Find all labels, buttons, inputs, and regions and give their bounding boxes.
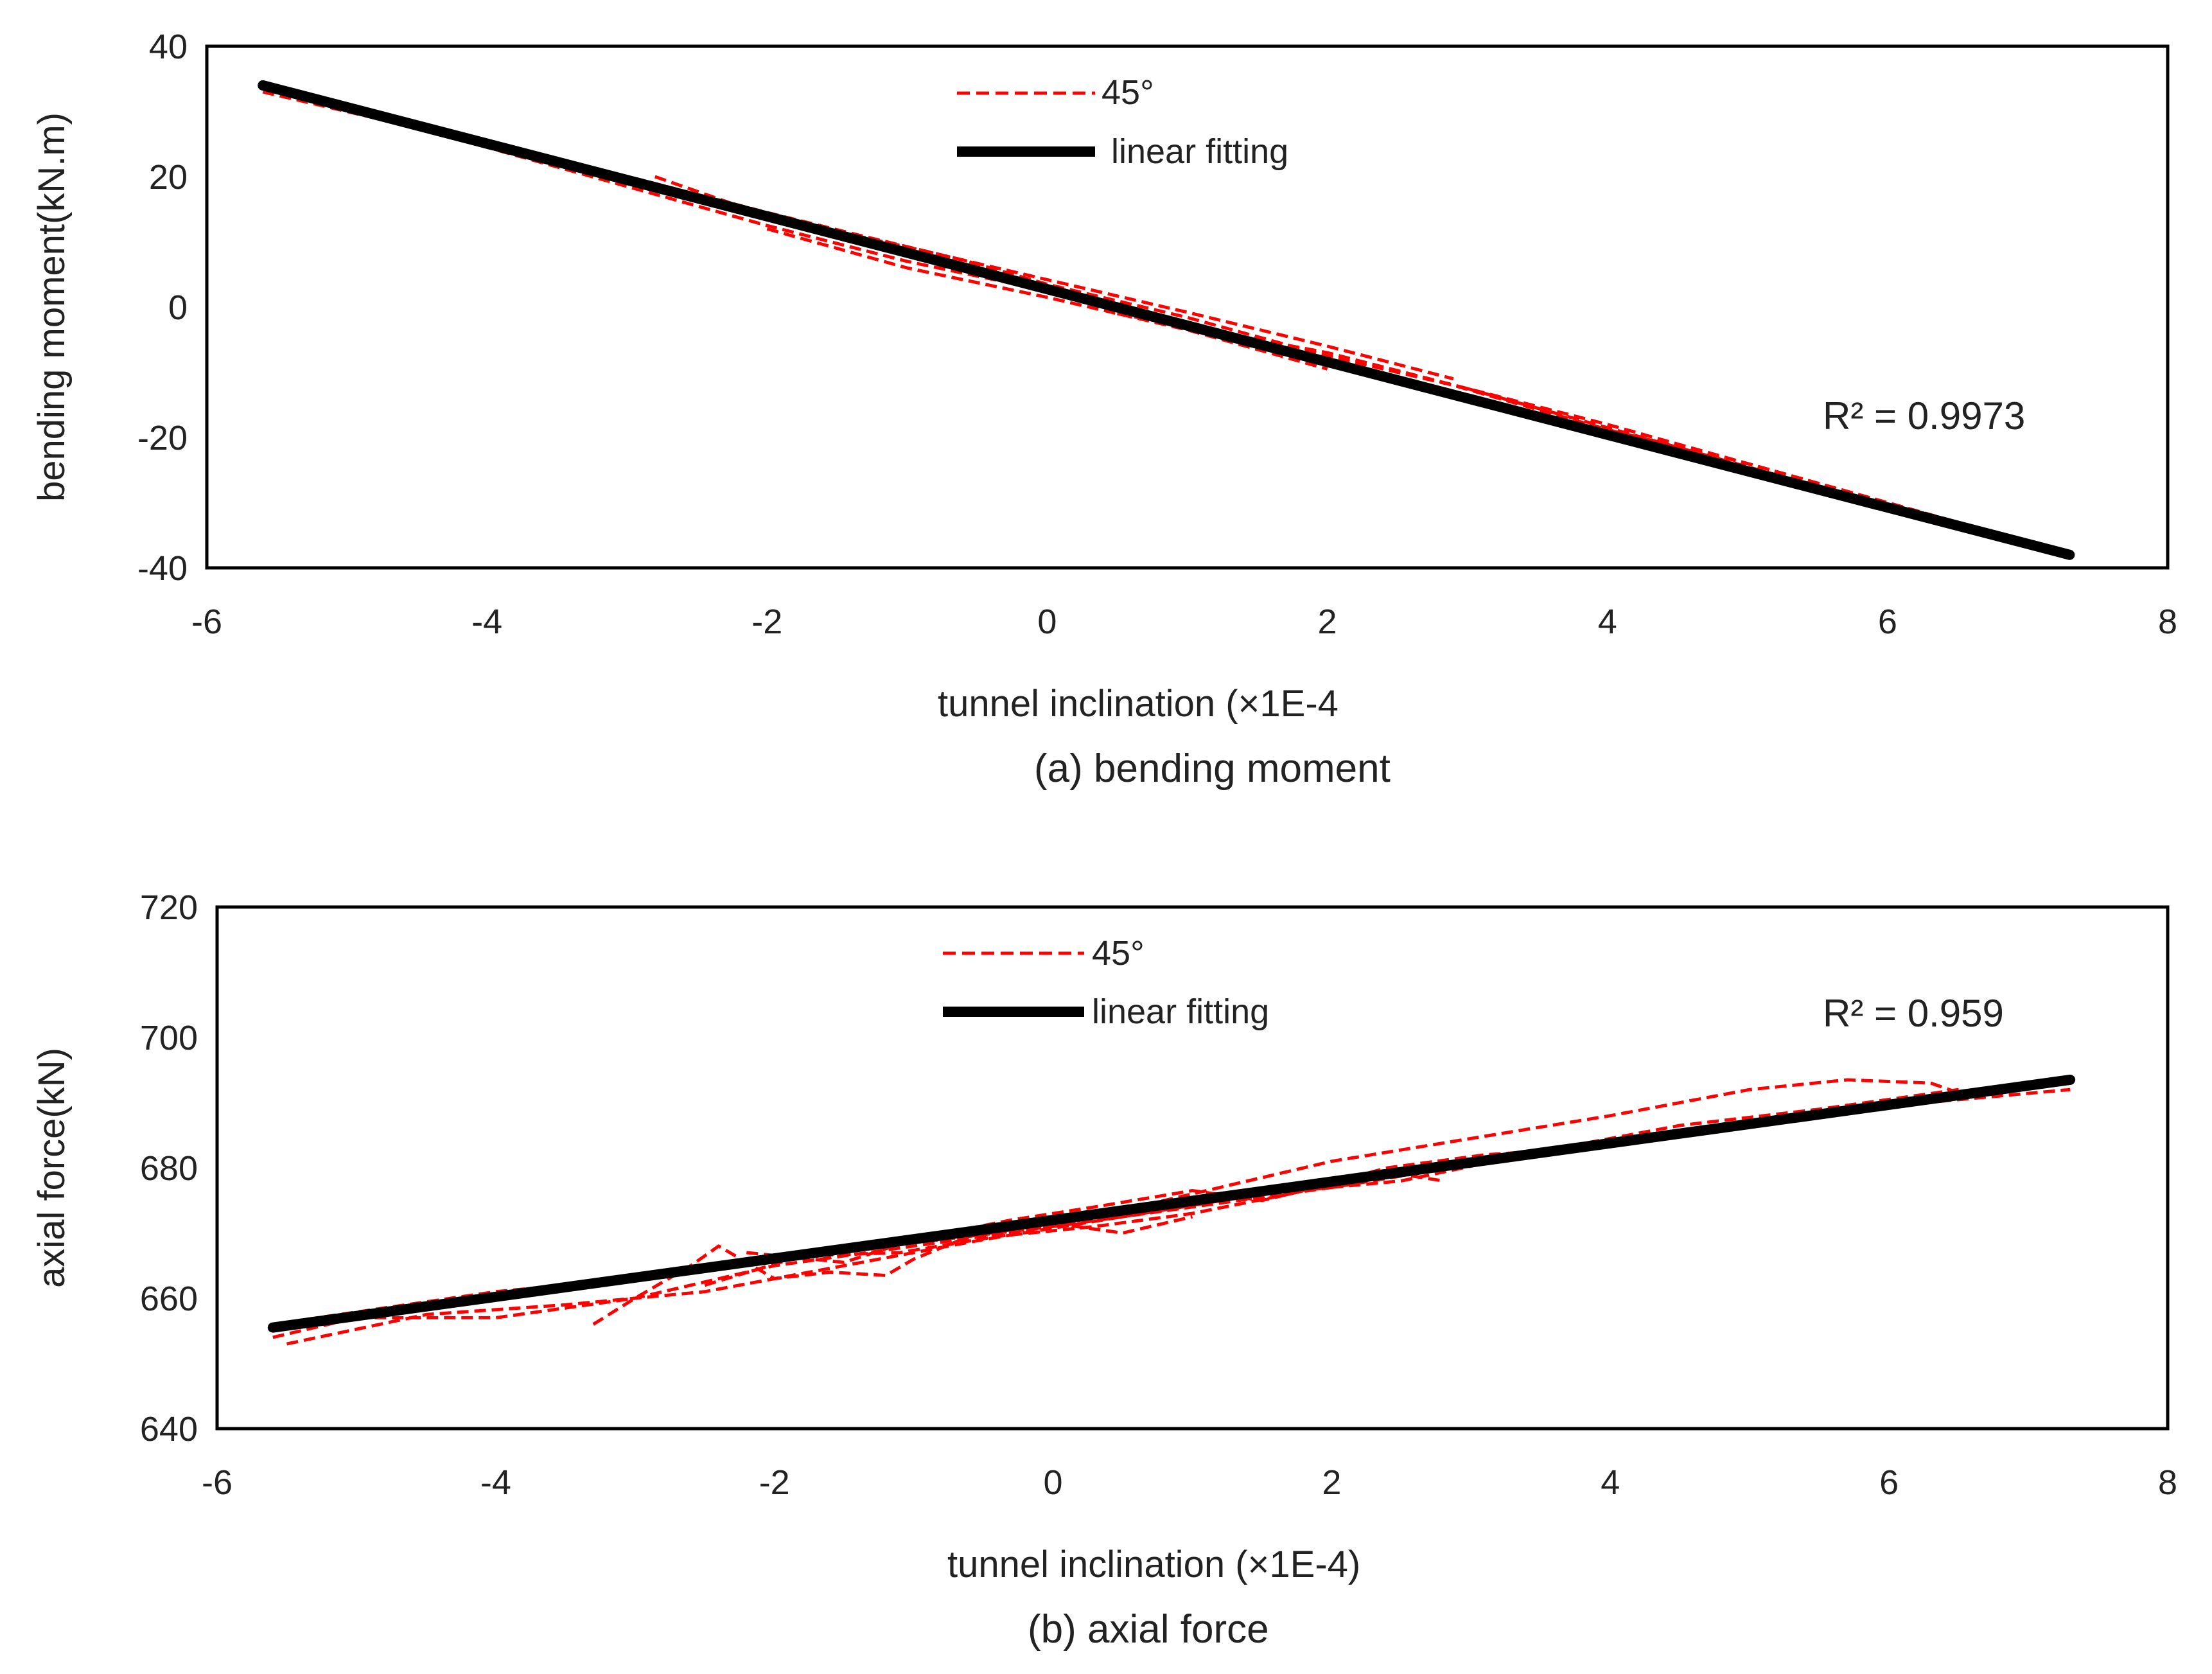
panel-b-axial-force: -6 -4 -2 0 2 4 6 8 640 660 680 700 720 45° linear fi… <box>31 888 2177 1652</box>
x-tick-label-b-7: 8 <box>2158 1463 2177 1502</box>
y-tick-label-a-3: 20 <box>149 158 188 197</box>
x-axis-title-a: tunnel inclination (×1E-4 <box>938 683 1339 725</box>
legend-b-fit-label: linear fitting <box>1092 992 1269 1031</box>
y-tick-label-a-4: 40 <box>149 28 188 66</box>
measured-curve-b-0 <box>272 1078 1960 1339</box>
x-tick-label-a-7: 8 <box>2158 603 2177 641</box>
x-tick-label-b-3: 0 <box>1044 1463 1063 1502</box>
x-tick-label-a-2: -2 <box>751 603 782 641</box>
measured-curve-b-3 <box>592 1215 1193 1326</box>
x-tick-label-a-3: 0 <box>1037 603 1057 641</box>
x-tick-label-a-4: 2 <box>1318 603 1337 641</box>
x-tick-label-a-5: 4 <box>1598 603 1617 641</box>
r-squared-b: R² = 0.959 <box>1823 992 2004 1035</box>
linear-fit-line-b <box>267 1074 2076 1333</box>
linear-fit-line-a <box>258 80 2075 560</box>
caption-a: (a) bending moment <box>1034 746 1391 791</box>
x-axis-title-b: tunnel inclination (×1E-4) <box>947 1544 1360 1585</box>
r-squared-a: R² = 0.9973 <box>1823 394 2025 437</box>
measured-curve-b-2 <box>286 1088 1959 1346</box>
x-tick-label-a-6: 6 <box>1878 603 1897 641</box>
y-tick-label-a-2: 0 <box>168 288 188 327</box>
legend-b: 45° linear fitting <box>943 934 1269 1031</box>
measured-curve-a-6 <box>1466 387 2071 560</box>
x-tick-label-a-0: -6 <box>191 603 222 641</box>
plot-b-frame <box>215 905 2170 1431</box>
y-tick-label-b-1: 660 <box>140 1280 198 1318</box>
x-tick-label-a-1: -4 <box>471 603 502 641</box>
measured-curve-a-3 <box>766 227 1328 371</box>
legend-a-measured-label: 45° <box>1102 73 1154 112</box>
legend-a: 45° linear fitting <box>957 73 1288 171</box>
y-tick-label-b-2: 680 <box>140 1149 198 1188</box>
plot-a-frame <box>205 44 2170 570</box>
x-tick-label-b-2: -2 <box>759 1463 790 1502</box>
legend-a-fit-label: linear fitting <box>1111 132 1288 171</box>
y-tick-label-a-0: -40 <box>137 549 188 588</box>
x-tick-label-b-6: 6 <box>1879 1463 1899 1502</box>
x-tick-label-b-1: -4 <box>480 1463 511 1502</box>
y-axis-title-b: axial force(kN) <box>31 1048 73 1288</box>
y-tick-label-a-1: -20 <box>137 419 188 457</box>
legend-b-measured-label: 45° <box>1092 934 1145 973</box>
series-group-b <box>267 1074 2076 1346</box>
x-tick-label-b-0: -6 <box>202 1463 233 1502</box>
y-axis-title-a: bending moment(kN.m) <box>31 112 73 502</box>
x-tick-label-b-4: 2 <box>1322 1463 1341 1502</box>
y-tick-label-b-4: 720 <box>140 888 198 927</box>
y-tick-label-b-0: 640 <box>140 1410 198 1449</box>
tick-labels-b: -6 -4 -2 0 2 4 6 8 640 660 680 700 720 <box>140 888 2177 1502</box>
caption-b: (b) axial force <box>1028 1607 1269 1652</box>
series-group-a <box>258 80 2075 560</box>
y-tick-label-b-3: 700 <box>140 1019 198 1057</box>
x-tick-label-b-5: 4 <box>1601 1463 1620 1502</box>
measured-curve-a-2 <box>654 175 1454 381</box>
